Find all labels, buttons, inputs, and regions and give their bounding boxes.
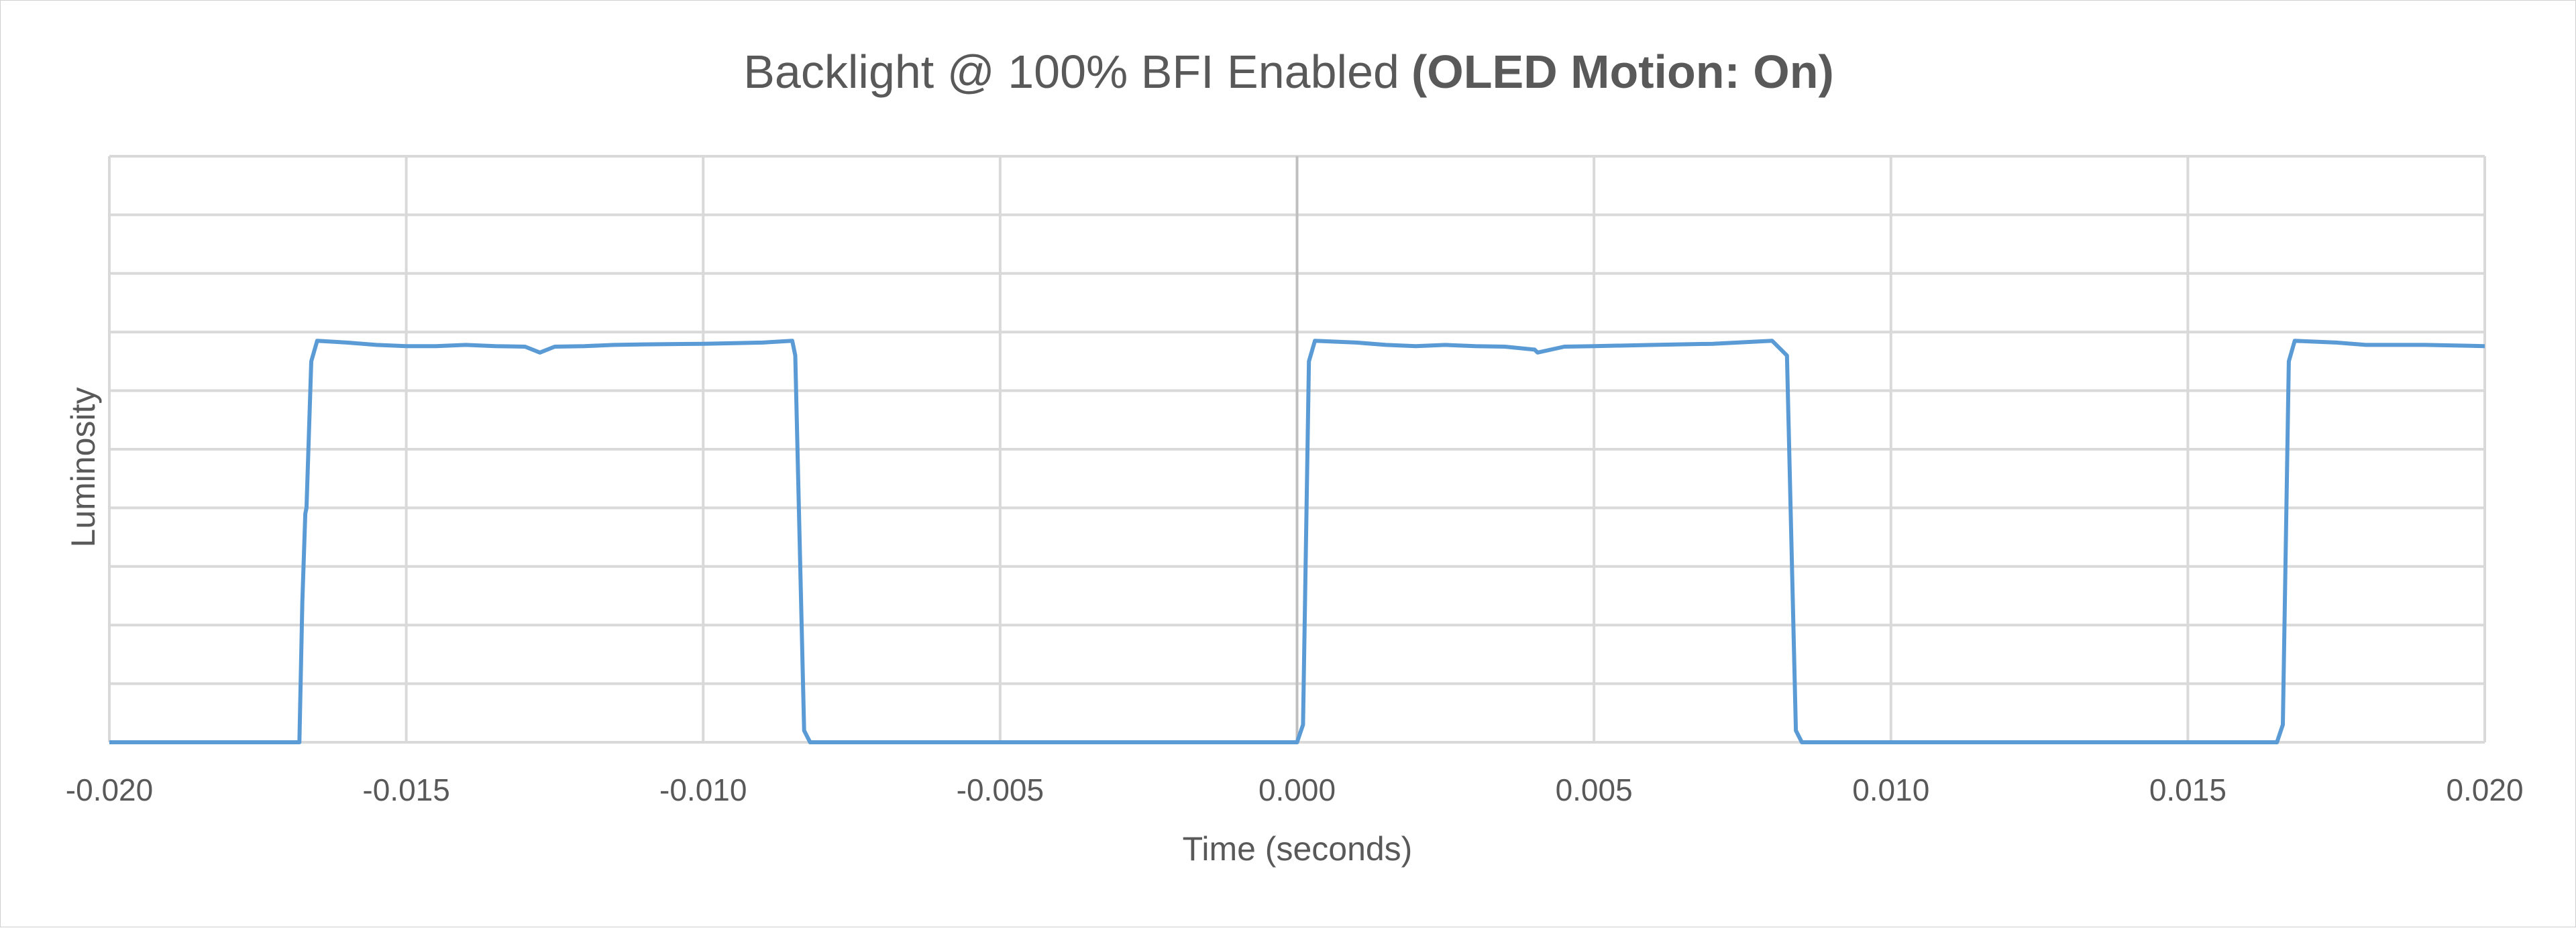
x-tick-label: -0.020 bbox=[66, 772, 153, 807]
y-axis-title: Luminosity bbox=[64, 388, 102, 548]
gridlines bbox=[108, 155, 2486, 744]
x-tick-label: 0.010 bbox=[1852, 772, 1929, 807]
x-tick-label: 0.020 bbox=[2446, 772, 2523, 807]
x-tick-label: -0.010 bbox=[659, 772, 747, 807]
x-tick-label: 0.000 bbox=[1258, 772, 1336, 807]
x-tick-label: 0.005 bbox=[1556, 772, 1633, 807]
x-axis-tick-labels: -0.020 -0.015 -0.010 -0.005 0.000 0.005 0.010 0… bbox=[66, 772, 2524, 807]
chart-title-bold: (OLED Motion: On) bbox=[1411, 46, 1834, 98]
chart-title-main: Backlight @ 100% BFI Enabled bbox=[743, 46, 1399, 98]
series-layer bbox=[109, 339, 2485, 744]
luminosity-series-line bbox=[109, 339, 2485, 744]
x-tick-label: -0.005 bbox=[957, 772, 1044, 807]
chart-title: Backlight @ 100% BFI Enabled (OLED Motion… bbox=[743, 46, 1834, 98]
x-axis-title: Time (seconds) bbox=[1183, 830, 1413, 868]
x-tick-label: -0.015 bbox=[362, 772, 449, 807]
x-tick-label: 0.015 bbox=[2149, 772, 2226, 807]
